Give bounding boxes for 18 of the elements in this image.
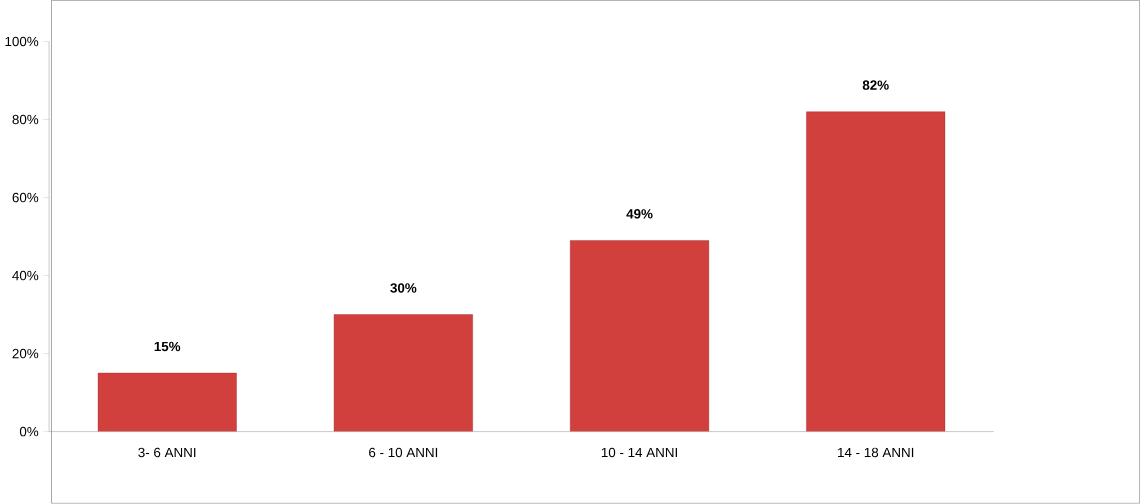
data-label: 49% [626, 209, 653, 219]
bar [97, 373, 237, 432]
y-tick-label: 80% [12, 114, 39, 125]
y-tick-label: 0% [19, 427, 39, 437]
y-tick-label: 20% [12, 348, 39, 359]
x-tick-label: 14 - 18 ANNI [838, 447, 914, 458]
y-tick-label: 40% [12, 270, 39, 281]
x-tick-label: 10 - 14 ANNI [601, 447, 677, 458]
y-tick-label: 100% [5, 36, 39, 47]
data-label: 15% [154, 341, 181, 352]
data-label: 30% [390, 283, 417, 293]
data-label: 82% [862, 80, 889, 90]
bar [333, 314, 473, 432]
bar [570, 240, 710, 432]
x-tick-label: 3- 6 ANNI [138, 447, 196, 458]
x-tick-label: 6 - 10 ANNI [369, 447, 438, 458]
bar [806, 111, 946, 432]
y-tick-label: 60% [12, 192, 39, 203]
